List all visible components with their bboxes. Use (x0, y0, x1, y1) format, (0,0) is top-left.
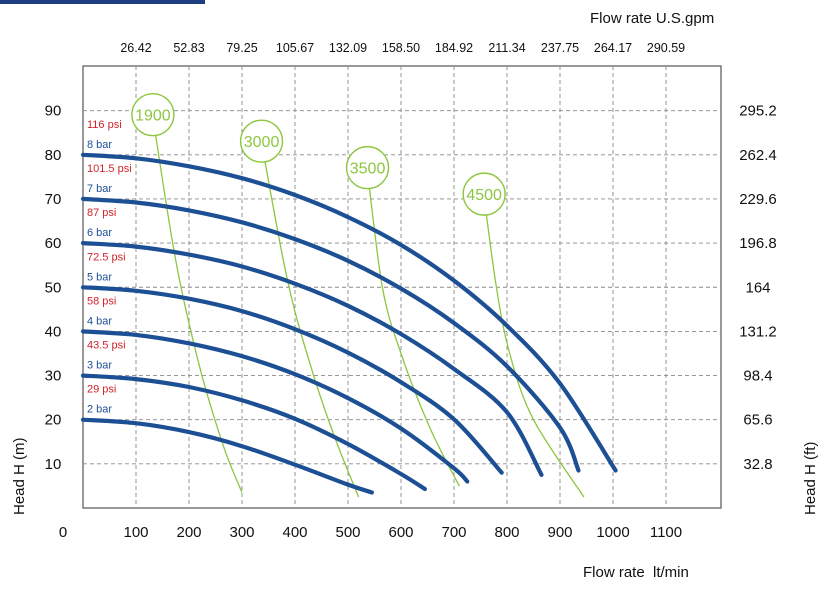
speed-bubble (345, 145, 390, 190)
speed-bubble (131, 92, 175, 137)
pressure-curve-8-bar (80, 152, 618, 473)
speed-curve-3000 (259, 136, 360, 498)
y-tick-label: 60 (45, 235, 62, 252)
psi-label: 87 psi (87, 207, 116, 219)
brand-logo-fragment (0, 0, 205, 4)
y-tick-label: 70 (45, 191, 62, 208)
right-tick-label: 98.4 (743, 368, 772, 385)
speed-curve-4500 (482, 190, 585, 498)
x-tick-label: 900 (547, 524, 572, 541)
pressure-curve-3-bar (80, 373, 427, 492)
speed-bubble (239, 119, 284, 163)
top-tick-label: 26.42 (120, 41, 151, 55)
x-tick-label: 800 (494, 524, 519, 541)
psi-label: 101.5 psi (87, 163, 132, 175)
data-marks: 1900 3000 3500 4500 (80, 92, 618, 498)
bar-label: 2 bar (87, 404, 112, 416)
speed-bubble (462, 172, 506, 216)
top-tick-label: 158.50 (382, 41, 420, 55)
right-tick-label: 131.2 (739, 323, 777, 340)
speed-label: 3000 (244, 134, 280, 151)
pressure-curve-7-bar (80, 196, 581, 473)
x-tick-label: 400 (282, 524, 307, 541)
pressure-curve-2-bar (80, 417, 374, 495)
grid-lines (83, 66, 721, 508)
bottom-axis-title: Flow rate lt/min (583, 564, 689, 581)
pressure-curve-4-bar (80, 329, 470, 484)
bar-label: 3 bar (87, 360, 112, 372)
bar-label: 6 bar (87, 227, 112, 239)
right-tick-label: 164 (745, 279, 770, 296)
right-tick-label: 262.4 (739, 147, 777, 164)
top-tick-label: 105.67 (276, 41, 314, 55)
top-tick-label: 290.59 (647, 41, 685, 55)
right-tick-label: 32.8 (743, 456, 772, 473)
y-tick-label: 10 (45, 456, 62, 473)
speed-curve-1900 (151, 110, 243, 493)
top-tick-label: 52.83 (173, 41, 204, 55)
right-tick-label: 229.6 (739, 191, 777, 208)
y-tick-label: 90 (45, 103, 62, 120)
left-axis-title: Head H (m) (11, 437, 28, 515)
y-tick-label: 20 (45, 412, 62, 429)
psi-label: 29 psi (87, 384, 116, 396)
pressure-curve-6-bar (80, 241, 544, 477)
top-tick-label: 264.17 (594, 41, 632, 55)
top-tick-label: 237.75 (541, 41, 579, 55)
bar-label: 5 bar (87, 271, 112, 283)
top-tick-label: 132.09 (329, 41, 367, 55)
psi-label: 58 psi (87, 295, 116, 307)
y-tick-label: 30 (45, 368, 62, 385)
right-tick-label: 196.8 (739, 235, 777, 252)
top-tick-label: 79.25 (226, 41, 257, 55)
y-tick-label: 50 (45, 279, 62, 296)
bar-label: 7 bar (87, 183, 112, 195)
pressure-curve-5-bar (80, 285, 504, 475)
x-tick-label: 600 (388, 524, 413, 541)
right-axis-title: Head H (ft) (802, 442, 819, 515)
psi-label: 43.5 psi (87, 340, 126, 352)
axis-labels: 10 32.8 20 65.6 30 98.4 40 131.2 50 164 60 196.8 70 2… (45, 41, 777, 541)
top-tick-label: 184.92 (435, 41, 473, 55)
x-tick-label: 0 (59, 524, 67, 541)
y-tick-label: 80 (45, 147, 62, 164)
y-tick-label: 40 (45, 323, 62, 340)
right-tick-label: 65.6 (743, 412, 772, 429)
x-tick-label: 300 (229, 524, 254, 541)
x-tick-label: 700 (441, 524, 466, 541)
top-axis-title: Flow rate U.S.gpm (590, 10, 714, 27)
x-tick-label: 1000 (596, 524, 629, 541)
x-tick-label: 500 (335, 524, 360, 541)
psi-label: 116 psi (87, 119, 122, 131)
speed-label: 1900 (135, 108, 171, 125)
x-tick-label: 1100 (650, 524, 682, 541)
right-tick-label: 295.2 (739, 103, 777, 120)
x-tick-label: 100 (123, 524, 148, 541)
bar-label: 8 bar (87, 139, 112, 151)
speed-label: 4500 (466, 187, 502, 204)
psi-label: 72.5 psi (87, 251, 126, 263)
speed-label: 3500 (350, 161, 386, 178)
top-tick-label: 211.34 (488, 41, 525, 55)
x-tick-label: 200 (176, 524, 201, 541)
bar-label: 4 bar (87, 315, 112, 327)
